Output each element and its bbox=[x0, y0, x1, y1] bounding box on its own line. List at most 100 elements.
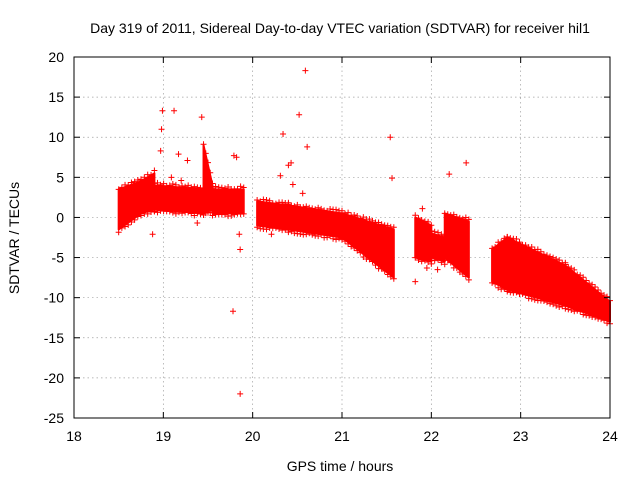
data-point bbox=[166, 208, 173, 215]
data-point bbox=[550, 254, 557, 261]
data-point bbox=[339, 207, 345, 214]
data-point bbox=[221, 211, 228, 218]
data-point bbox=[291, 203, 298, 210]
data-point bbox=[435, 256, 442, 263]
data-point bbox=[583, 277, 590, 284]
data-point bbox=[553, 302, 560, 309]
data-point bbox=[194, 184, 201, 191]
data-point bbox=[254, 197, 261, 204]
data-point bbox=[360, 253, 367, 260]
data-point bbox=[577, 308, 584, 315]
data-point bbox=[151, 180, 158, 187]
data-point bbox=[228, 212, 235, 219]
data-point bbox=[327, 232, 334, 239]
data-point bbox=[489, 279, 496, 286]
data-point bbox=[160, 180, 167, 187]
data-point bbox=[312, 206, 319, 213]
data-point bbox=[390, 224, 397, 231]
data-point bbox=[447, 259, 454, 266]
data-point bbox=[553, 255, 560, 262]
data-point bbox=[431, 257, 438, 264]
data-point bbox=[598, 316, 605, 323]
data-point bbox=[571, 308, 578, 315]
outlier-point bbox=[175, 151, 182, 158]
data-point bbox=[122, 223, 129, 230]
data-point bbox=[221, 185, 228, 192]
data-point bbox=[547, 253, 554, 260]
outlier-point bbox=[198, 114, 205, 121]
data-point bbox=[357, 249, 364, 256]
data-point bbox=[303, 203, 310, 210]
data-point bbox=[118, 224, 125, 231]
data-point bbox=[128, 218, 135, 225]
data-point bbox=[604, 293, 611, 300]
data-point bbox=[543, 252, 550, 259]
x-axis-label: GPS time / hours bbox=[287, 458, 394, 474]
data-point bbox=[415, 256, 422, 263]
data-point bbox=[412, 254, 419, 261]
outlier-point bbox=[171, 107, 178, 114]
data-point bbox=[565, 306, 572, 313]
data-point bbox=[438, 231, 445, 238]
data-point bbox=[209, 212, 216, 219]
outlier-point bbox=[230, 308, 237, 315]
data-point bbox=[522, 242, 529, 249]
data-point bbox=[387, 273, 394, 280]
y-tick-label: 10 bbox=[48, 129, 64, 145]
data-point bbox=[185, 182, 192, 189]
data-point bbox=[309, 231, 316, 238]
data-point bbox=[348, 243, 355, 250]
data-point bbox=[131, 178, 138, 185]
outlier-point bbox=[259, 221, 266, 228]
data-point bbox=[465, 276, 472, 283]
data-band bbox=[506, 236, 567, 307]
data-point bbox=[154, 209, 161, 216]
data-point bbox=[234, 185, 241, 192]
data-point bbox=[513, 235, 520, 242]
data-point bbox=[182, 183, 189, 190]
data-point bbox=[528, 295, 535, 302]
data-point bbox=[197, 211, 204, 218]
data-point bbox=[592, 284, 599, 291]
data-point bbox=[205, 159, 211, 166]
x-tick-label: 20 bbox=[245, 428, 261, 444]
data-point bbox=[550, 301, 557, 308]
data-point bbox=[276, 225, 283, 232]
data-point bbox=[151, 208, 158, 215]
outlier-point bbox=[236, 231, 243, 238]
data-point bbox=[425, 259, 432, 266]
data-point bbox=[492, 243, 499, 250]
x-tick-label: 19 bbox=[156, 428, 172, 444]
data-point bbox=[366, 216, 373, 223]
y-tick-label: 0 bbox=[56, 209, 64, 225]
data-point bbox=[428, 228, 435, 235]
data-point bbox=[148, 171, 155, 178]
data-point bbox=[175, 184, 182, 191]
data-point bbox=[456, 269, 463, 276]
data-point bbox=[540, 297, 547, 304]
data-point bbox=[306, 230, 313, 237]
data-point bbox=[191, 183, 198, 190]
data-point bbox=[574, 307, 581, 314]
data-point bbox=[231, 211, 238, 218]
data-point bbox=[516, 239, 523, 246]
outlier-point bbox=[280, 131, 287, 138]
data-point bbox=[225, 183, 232, 190]
data-point bbox=[547, 300, 554, 307]
data-point bbox=[462, 273, 469, 280]
outlier-point bbox=[168, 174, 175, 181]
data-point bbox=[390, 275, 397, 282]
data-point bbox=[565, 263, 572, 270]
data-point bbox=[115, 186, 122, 193]
data-point bbox=[354, 247, 361, 254]
data-point bbox=[378, 265, 385, 272]
y-tick-label: -5 bbox=[52, 250, 65, 266]
data-band bbox=[414, 216, 433, 263]
data-point bbox=[254, 224, 261, 231]
data-point bbox=[421, 257, 428, 264]
data-point bbox=[441, 261, 448, 268]
data-point bbox=[428, 222, 435, 229]
data-point bbox=[218, 184, 225, 191]
data-point bbox=[151, 167, 158, 174]
data-band bbox=[491, 236, 509, 291]
